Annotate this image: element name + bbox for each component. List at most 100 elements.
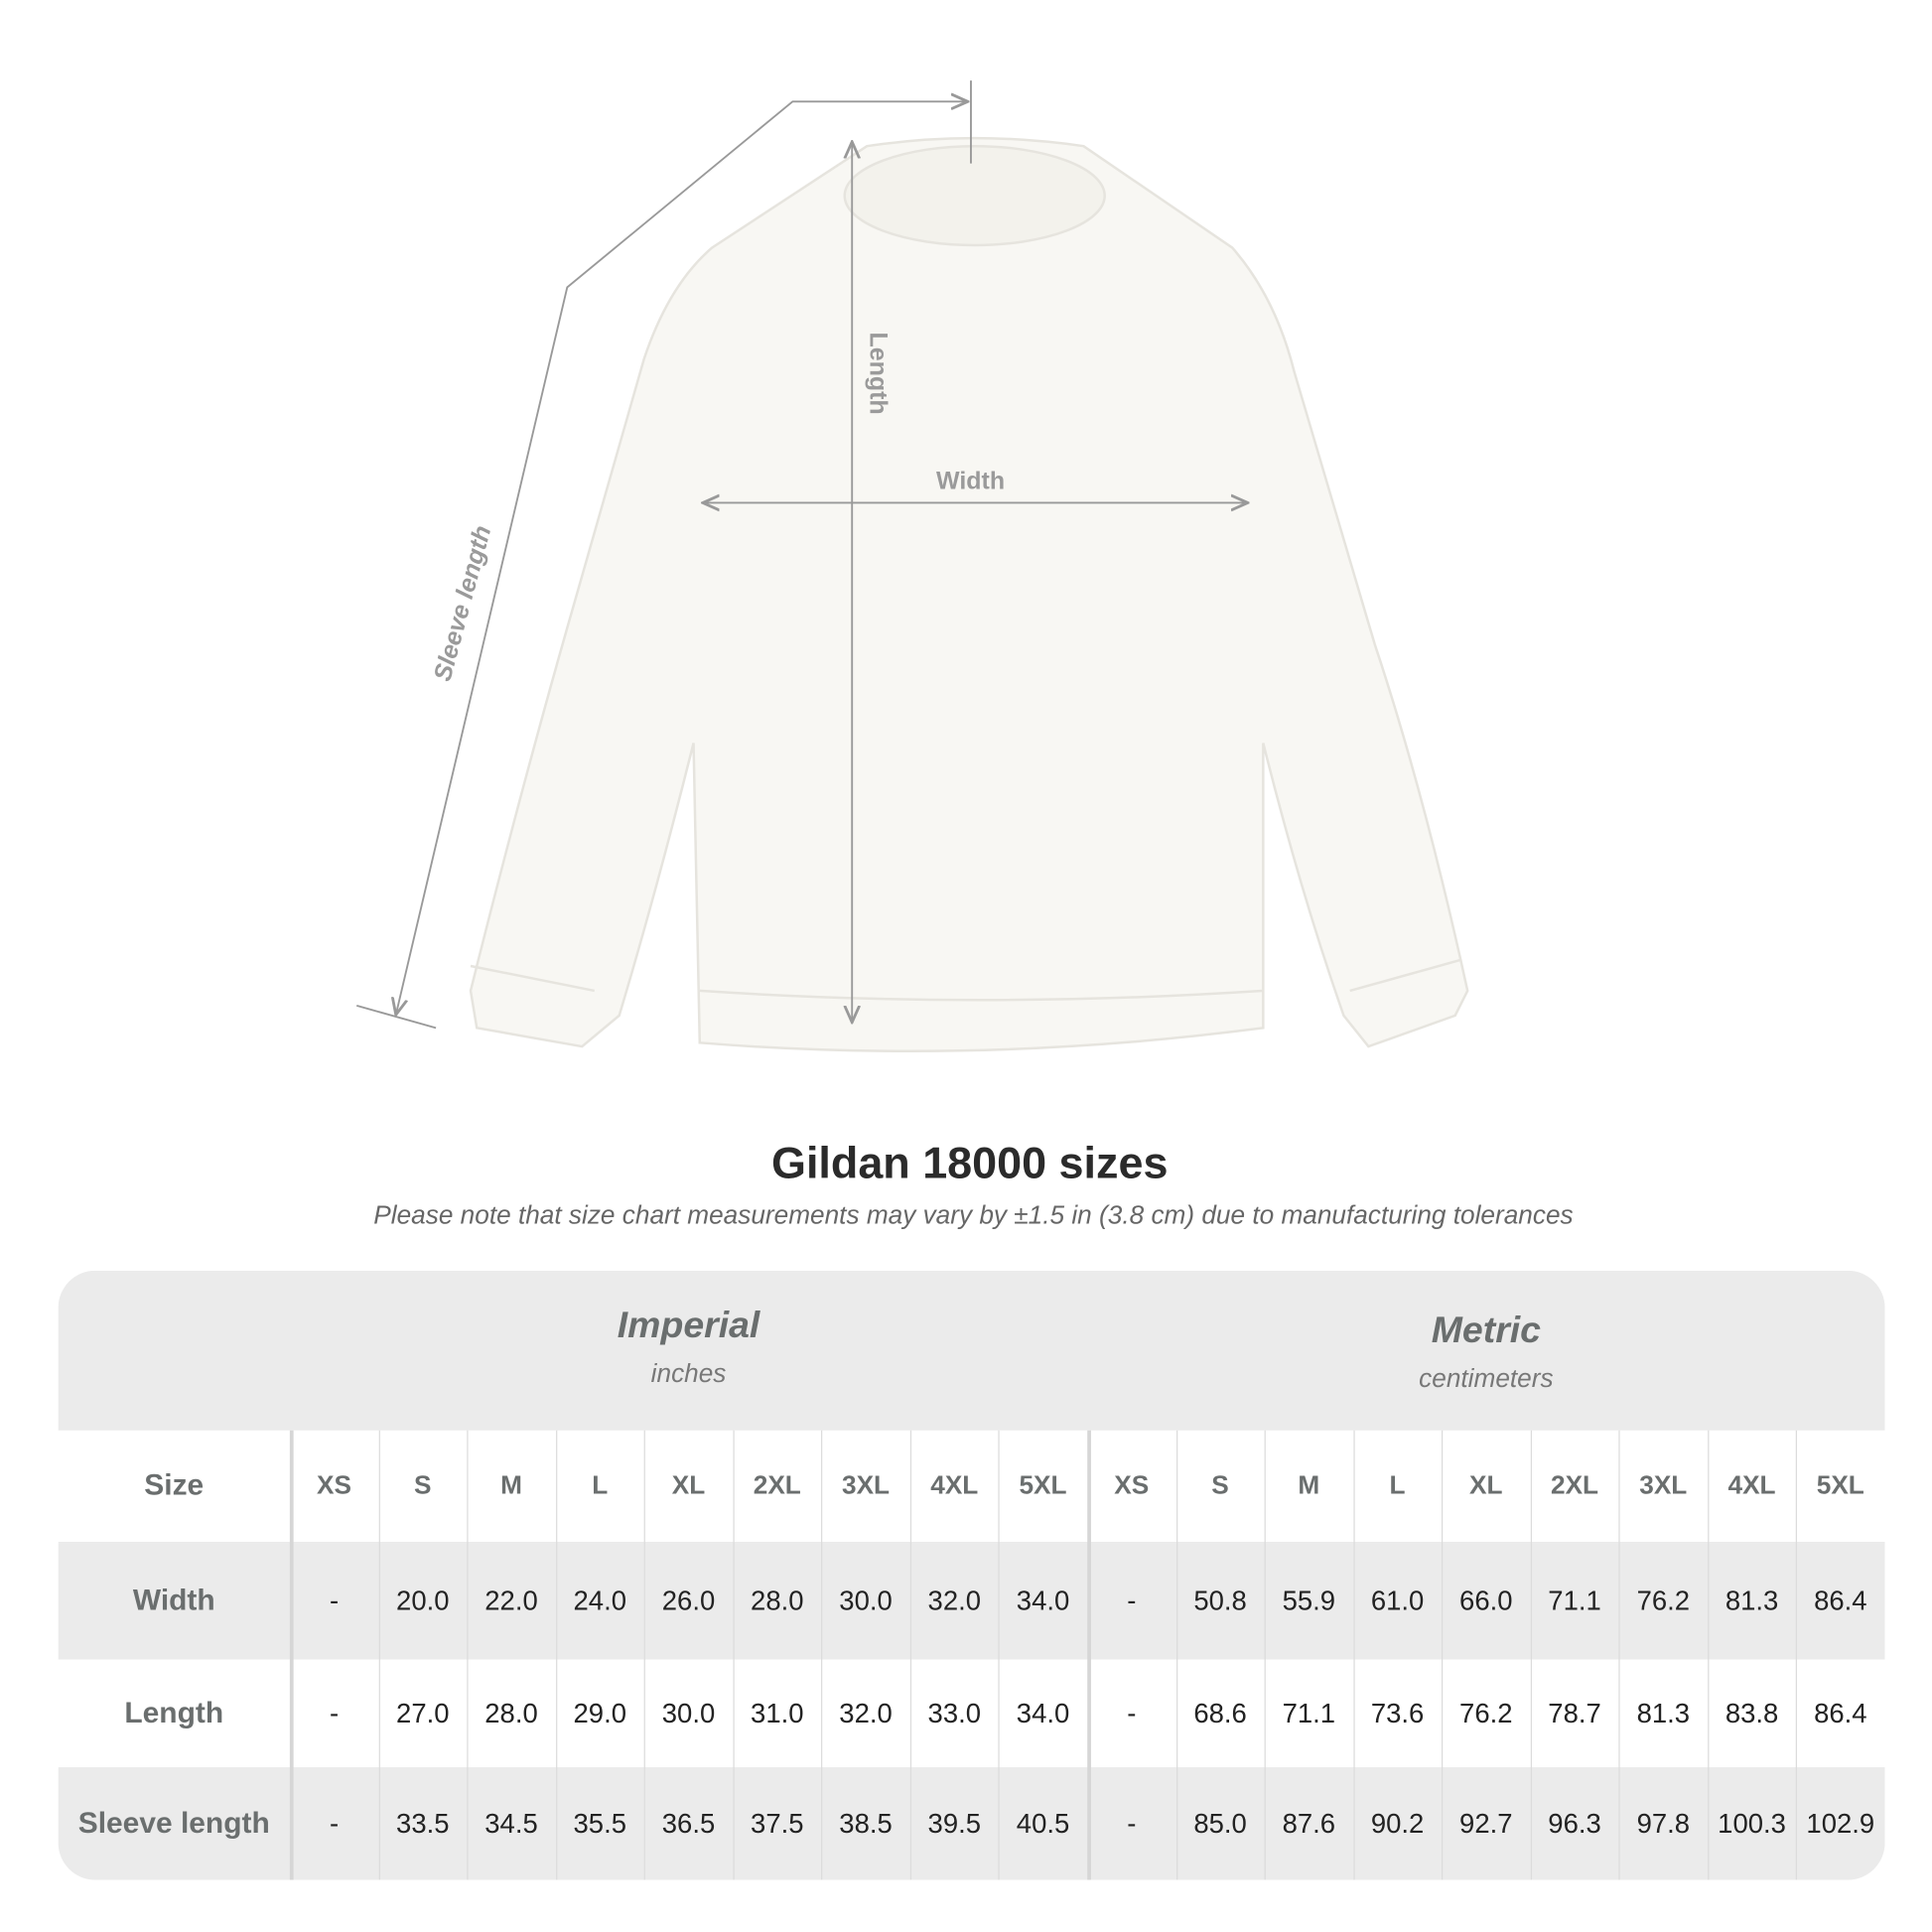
table-cell: 32.0 <box>839 1697 893 1728</box>
table-cell: 36.5 <box>661 1807 716 1839</box>
size-header: L <box>1389 1470 1406 1500</box>
sweatshirt-diagram <box>355 80 1469 1052</box>
table-cell: 28.0 <box>751 1585 804 1616</box>
table-cell: - <box>1127 1585 1137 1616</box>
table-cell: 50.8 <box>1193 1585 1247 1616</box>
column-divider <box>643 1430 646 1880</box>
table-cell: 76.2 <box>1459 1697 1513 1728</box>
row-label: Width <box>132 1583 215 1617</box>
size-header: 5XL <box>1816 1470 1864 1500</box>
table-cell: 30.0 <box>839 1585 893 1616</box>
column-divider <box>467 1430 469 1880</box>
column-divider <box>555 1430 557 1880</box>
row-label: Sleeve length <box>77 1806 270 1841</box>
column-divider <box>289 1430 294 1880</box>
table-cell: 40.5 <box>1016 1807 1070 1839</box>
table-cell: 34.0 <box>1016 1697 1070 1728</box>
size-header: 4XL <box>930 1470 979 1500</box>
size-header: S <box>414 1470 432 1500</box>
table-cell: 102.9 <box>1806 1807 1875 1839</box>
table-cell: 22.0 <box>484 1585 538 1616</box>
table-cell: 92.7 <box>1459 1807 1513 1839</box>
column-divider <box>1087 1430 1091 1880</box>
table-row: Width - 20.0 22.0 24.0 26.0 28.0 30.0 32.0 34.0 - 5… <box>59 1542 1885 1660</box>
table-cell: 33.5 <box>396 1807 450 1839</box>
sleeve-length-line <box>396 101 966 1013</box>
table-cell: - <box>329 1807 340 1839</box>
table-cell: 37.5 <box>751 1807 804 1839</box>
table-cell: 33.0 <box>927 1697 981 1728</box>
table-cell: 35.5 <box>573 1807 626 1839</box>
column-divider <box>1530 1430 1532 1880</box>
table-header-band <box>58 1270 1885 1431</box>
table-cell: 66.0 <box>1459 1585 1513 1616</box>
table-cell: 87.6 <box>1282 1807 1335 1839</box>
column-divider <box>909 1430 911 1880</box>
size-header: L <box>592 1470 609 1500</box>
size-header: S <box>1211 1470 1229 1500</box>
size-header: XL <box>1469 1470 1503 1500</box>
table-cell: 34.0 <box>1016 1585 1070 1616</box>
column-divider <box>733 1430 735 1880</box>
size-header: 2XL <box>1550 1470 1599 1500</box>
size-header: 2XL <box>753 1470 801 1500</box>
size-header: 5XL <box>1019 1470 1067 1500</box>
size-header: 3XL <box>841 1470 891 1500</box>
size-table: Imperial inches Metric centimeters Size X… <box>58 1270 1885 1880</box>
table-cell: 86.4 <box>1814 1697 1867 1728</box>
table-cell: 26.0 <box>661 1585 716 1616</box>
length-label: Length <box>864 332 892 415</box>
table-cell: 32.0 <box>927 1585 981 1616</box>
imperial-header: Imperial inches <box>617 1305 760 1389</box>
table-cell: 24.0 <box>573 1585 626 1616</box>
tolerance-note: Please note that size chart measurements… <box>373 1200 1574 1230</box>
table-cell: 55.9 <box>1282 1585 1335 1616</box>
width-label: Width <box>936 468 1006 495</box>
table-cell: 39.5 <box>927 1807 981 1839</box>
table-cell: 30.0 <box>661 1697 716 1728</box>
table-cell: 61.0 <box>1370 1585 1425 1616</box>
column-divider <box>1707 1430 1710 1880</box>
table-cell: 76.2 <box>1636 1585 1690 1616</box>
table-cell: 31.0 <box>751 1697 804 1728</box>
size-header: XS <box>317 1470 351 1500</box>
table-cell: 68.6 <box>1193 1697 1247 1728</box>
sweatshirt-image <box>469 136 1469 1052</box>
column-divider <box>821 1430 823 1880</box>
size-header-row: Size XS S M L XL 2XL 3XL 4XL 5XL XS S M L XL 2XL 3XL 4XL 5… <box>59 1431 1885 1542</box>
table-row: Length - 27.0 28.0 29.0 30.0 31.0 32.0 33.0 34.0 -… <box>59 1660 1885 1768</box>
table-cell: 86.4 <box>1814 1585 1867 1616</box>
row-label: Length <box>124 1696 224 1729</box>
dimension-lines <box>355 80 1246 1030</box>
table-cell: 38.5 <box>839 1807 893 1839</box>
table-cell: 34.5 <box>484 1807 538 1839</box>
table-cell: 71.1 <box>1548 1585 1601 1616</box>
table-cell: 83.8 <box>1725 1697 1779 1728</box>
table-cell: 100.3 <box>1718 1807 1786 1839</box>
table-cell: 20.0 <box>396 1585 450 1616</box>
size-header: XS <box>1114 1470 1150 1500</box>
size-header: 3XL <box>1639 1470 1688 1500</box>
table-cell: 71.1 <box>1282 1697 1335 1728</box>
table-cell: - <box>329 1697 340 1728</box>
table-cell: 73.6 <box>1370 1697 1425 1728</box>
table-cell: - <box>1127 1697 1137 1728</box>
metric-header: Metric centimeters <box>1419 1310 1554 1394</box>
column-divider <box>378 1430 380 1880</box>
table-cell: 81.3 <box>1725 1585 1779 1616</box>
table-cell: - <box>329 1585 340 1616</box>
table-cell: 97.8 <box>1636 1807 1690 1839</box>
table-cell: 78.7 <box>1548 1697 1601 1728</box>
column-divider <box>1352 1430 1355 1880</box>
table-cell: 81.3 <box>1636 1697 1690 1728</box>
table-cell: 96.3 <box>1548 1807 1601 1839</box>
size-header: M <box>500 1470 522 1500</box>
table-row: Sleeve length - 33.5 34.5 35.5 36.5 37.5 38.5 39… <box>59 1767 1885 1880</box>
column-divider <box>1442 1430 1444 1880</box>
column-divider <box>1175 1430 1177 1880</box>
table-cell: - <box>1127 1807 1137 1839</box>
table-cell: 85.0 <box>1193 1807 1247 1839</box>
column-divider <box>1796 1430 1798 1880</box>
size-header: 4XL <box>1727 1470 1776 1500</box>
page-title: Gildan 18000 sizes <box>771 1137 1169 1188</box>
